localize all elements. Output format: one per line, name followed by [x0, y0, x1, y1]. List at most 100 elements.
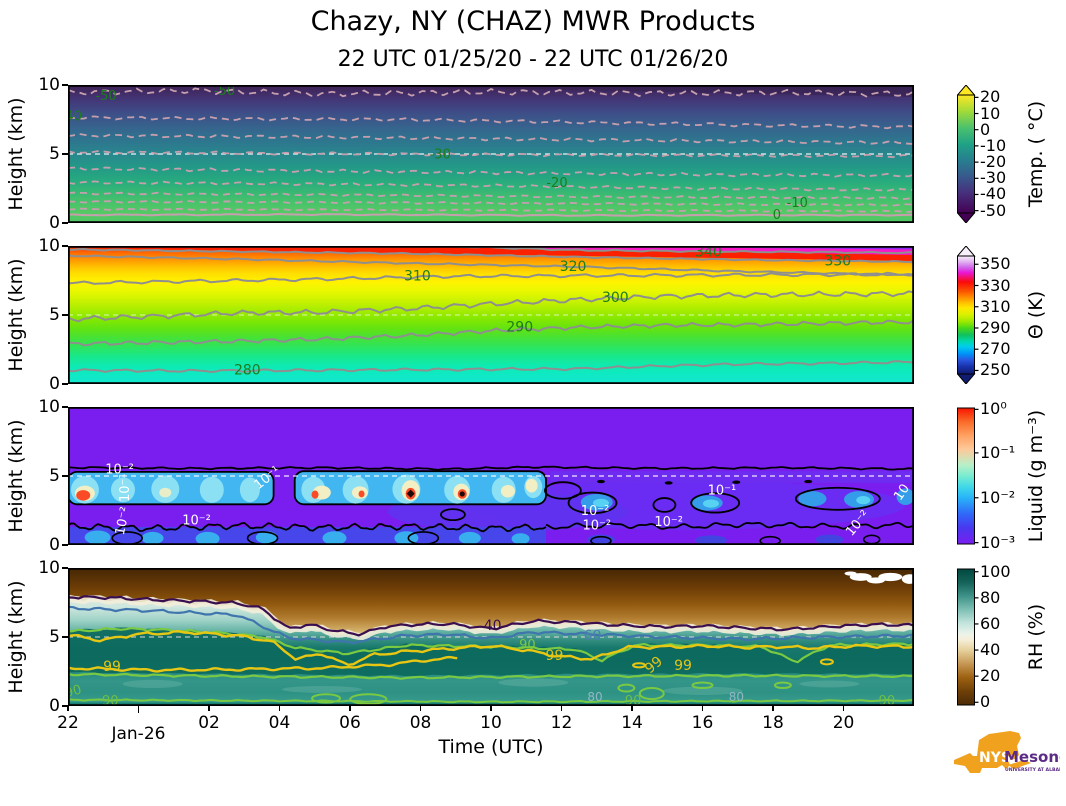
theta-colorbar: [956, 245, 1047, 385]
contour-label: 10⁻²: [581, 504, 610, 519]
temperature-colorbar-tick: 0: [980, 119, 991, 139]
y-tick-label: 0: [49, 213, 60, 233]
rh-colorbar-tick: 60: [980, 613, 1001, 633]
liquid-contour: [68, 465, 914, 471]
temperature-contour: [68, 180, 914, 192]
y-tick-mark: [62, 406, 68, 408]
temperature-contour: [68, 87, 914, 98]
contour-label: 99: [103, 659, 121, 675]
figure-title: Chazy, NY (CHAZ) MWR Products: [310, 6, 756, 37]
x-tick-mark: [278, 706, 281, 711]
contour-label: -30: [430, 148, 451, 163]
logo-nys-text: NYS: [979, 750, 1011, 766]
rh-colorbar-gradient: [957, 568, 979, 706]
y-tick-label: 0: [49, 696, 60, 716]
liquid-contour: [545, 521, 914, 530]
y-tick-mark: [62, 544, 68, 546]
x-tick-label: 04: [268, 713, 291, 733]
rh-contour: [68, 698, 914, 704]
rh-colorbar-tick: 100: [980, 561, 1011, 581]
temperature-contour: [68, 212, 914, 217]
contour-label: 10⁻²: [654, 515, 683, 530]
contour-label: 330: [824, 253, 851, 269]
theta-field: 280 310 290 320 300 340 330: [68, 246, 914, 384]
contour-label: 340: [695, 246, 722, 260]
liquid-colorbar-label: Liquid (g m⁻³): [1025, 409, 1047, 543]
theta-contour: [68, 271, 914, 285]
x-tick-mark: [631, 706, 633, 711]
contour-label: 10⁻²: [582, 519, 611, 534]
x-tick-mark: [842, 706, 845, 711]
x-tick-label: 18: [762, 713, 784, 733]
x-tick-mark: [419, 706, 422, 711]
contour-label: -50: [95, 89, 116, 104]
x-tick-mark: [490, 706, 492, 711]
temperature-colorbar-tick: 20: [980, 87, 1001, 107]
contour-label: 10⁻²: [182, 514, 211, 529]
x-tick-label: 10: [480, 713, 502, 733]
theta-colorbar-tick: 250: [980, 360, 1011, 380]
y-tick-label: 0: [49, 535, 60, 555]
ny-state-icon: NYSMesonetUNIVERSITY AT ALBANY: [954, 731, 1066, 773]
theta-colorbar-tick: 270: [980, 339, 1011, 359]
contour-label: -50: [214, 85, 235, 99]
temperature-colorbar-tick: -20: [980, 152, 1007, 172]
temperature-colorbar-tick: -40: [980, 184, 1007, 204]
y-tick-label: 5: [49, 144, 60, 164]
contour-label: 10⁻²: [105, 463, 134, 478]
contour-label: 60: [584, 628, 602, 644]
panel-liquid: 10⁻² 10⁻¹ 10⁻² 10⁻² 10⁻¹ 10⁻² 10⁻² 10⁻² 10⁻¹ 10⁻²…: [68, 407, 914, 545]
liquid-colorbar-tick: 10⁰: [980, 399, 1007, 419]
liquid-colorbar-gradient: [957, 407, 979, 545]
x-tick-mark: [701, 706, 704, 711]
contour-label: 99: [546, 648, 564, 664]
theta-colorbar-tick: 290: [980, 317, 1011, 337]
y-tick-label: 10: [38, 397, 60, 417]
theta-contour: [68, 247, 914, 264]
contour-label: 10⁻¹: [118, 473, 133, 502]
liquid-colorbar-tick: 10⁻³: [980, 532, 1016, 552]
y-tick-mark: [62, 245, 68, 247]
rh-colorbar-tick: 20: [980, 666, 1001, 686]
contour-label: 10⁻²: [113, 506, 134, 537]
temperature-colorbar-label: Temp. ( °C): [1025, 100, 1047, 208]
y-axis-label: Height (km): [5, 419, 27, 533]
theta-colorbar-gradient: [956, 245, 979, 385]
y-tick-mark: [62, 567, 68, 569]
x-tick-label: 08: [409, 713, 432, 733]
theta-contour: [68, 254, 914, 277]
x-tick-mark: [137, 706, 140, 713]
contour-label: 0: [773, 208, 781, 223]
y-tick-mark: [62, 636, 68, 638]
y-tick-mark: [62, 705, 68, 707]
theta-colorbar-tick: 350: [980, 254, 1011, 274]
theta-colorbar-tick: 330: [980, 275, 1011, 295]
x-axis-label: Time (UTC): [438, 736, 544, 758]
x-tick-mark: [349, 706, 351, 711]
y-axis-label: Height (km): [5, 258, 27, 372]
temperature-colorbar-tick: -50: [980, 200, 1007, 220]
contour-label: 310: [404, 269, 431, 285]
theta-colorbar-tick: 310: [980, 296, 1011, 316]
contour-label: -10: [787, 196, 808, 211]
x-tick-label: Jan-26: [111, 724, 166, 744]
panel-theta: 280 310 290 320 300 340 330: [68, 246, 914, 384]
rh-colorbar: [957, 568, 1047, 706]
y-axis-label: Height (km): [5, 580, 27, 694]
y-tick-label: 5: [49, 466, 60, 486]
theta-contour: [68, 360, 914, 374]
theta-colorbar-label: Θ (K): [1025, 290, 1047, 340]
logo-mesonet-text: Mesonet: [1004, 748, 1060, 766]
x-tick-label: 14: [621, 713, 643, 733]
liquid-colorbar-tick: 10⁻²: [980, 487, 1016, 507]
temperature-field: -50 -50 -40 -30 -20 -10 0: [68, 85, 914, 223]
theta-contour: [68, 319, 914, 347]
rh-colorbar-tick: 40: [980, 640, 1001, 660]
temperature-contour: [68, 200, 914, 207]
contour-label: 320: [560, 259, 587, 275]
liquid-colorbar: [957, 407, 1047, 545]
y-tick-label: 5: [49, 305, 60, 325]
temperature-colorbar-tick: -10: [980, 135, 1007, 155]
